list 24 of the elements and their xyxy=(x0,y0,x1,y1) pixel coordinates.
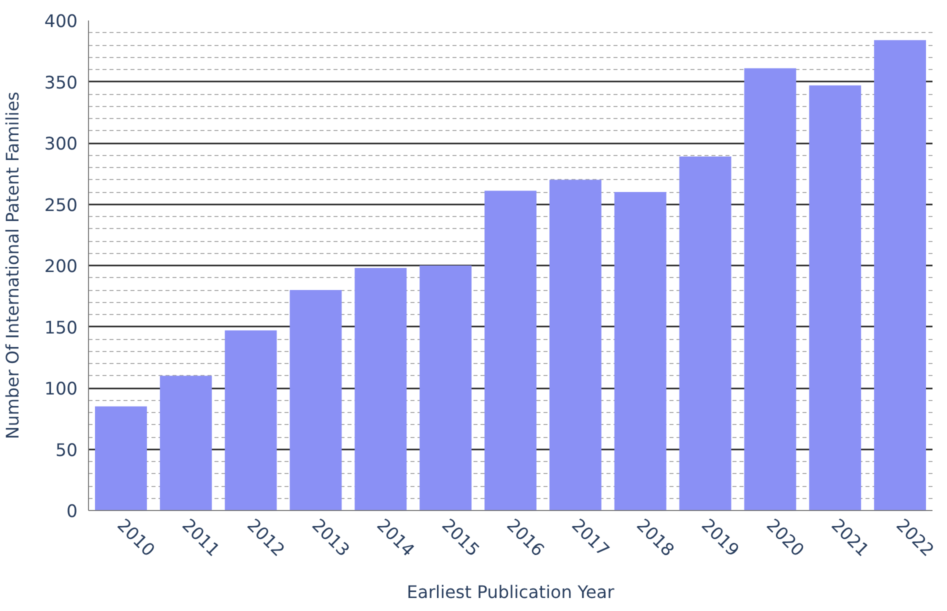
bar xyxy=(809,85,862,510)
y-tick-label: 0 xyxy=(66,502,78,522)
bar xyxy=(744,68,796,510)
bar xyxy=(679,156,732,510)
y-tick-label: 100 xyxy=(44,380,78,400)
bar xyxy=(484,190,536,510)
bar xyxy=(354,268,407,510)
y-axis-title: Number Of International Patent Families xyxy=(3,92,24,440)
bar xyxy=(614,192,666,510)
y-tick-label: 400 xyxy=(44,12,78,32)
bar xyxy=(420,266,472,510)
bar xyxy=(874,40,926,510)
x-axis-title: Earliest Publication Year xyxy=(406,582,616,603)
y-tick-label: 300 xyxy=(44,134,78,154)
y-tick-label: 200 xyxy=(44,257,78,277)
y-tick-label: 250 xyxy=(44,196,78,216)
y-tick-label: 350 xyxy=(44,73,78,94)
bar xyxy=(290,290,342,510)
bar xyxy=(160,376,212,510)
bar xyxy=(94,406,147,510)
bar xyxy=(549,180,602,510)
bar xyxy=(224,330,277,510)
y-tick-label: 150 xyxy=(44,318,78,338)
y-tick-label: 50 xyxy=(55,440,78,461)
